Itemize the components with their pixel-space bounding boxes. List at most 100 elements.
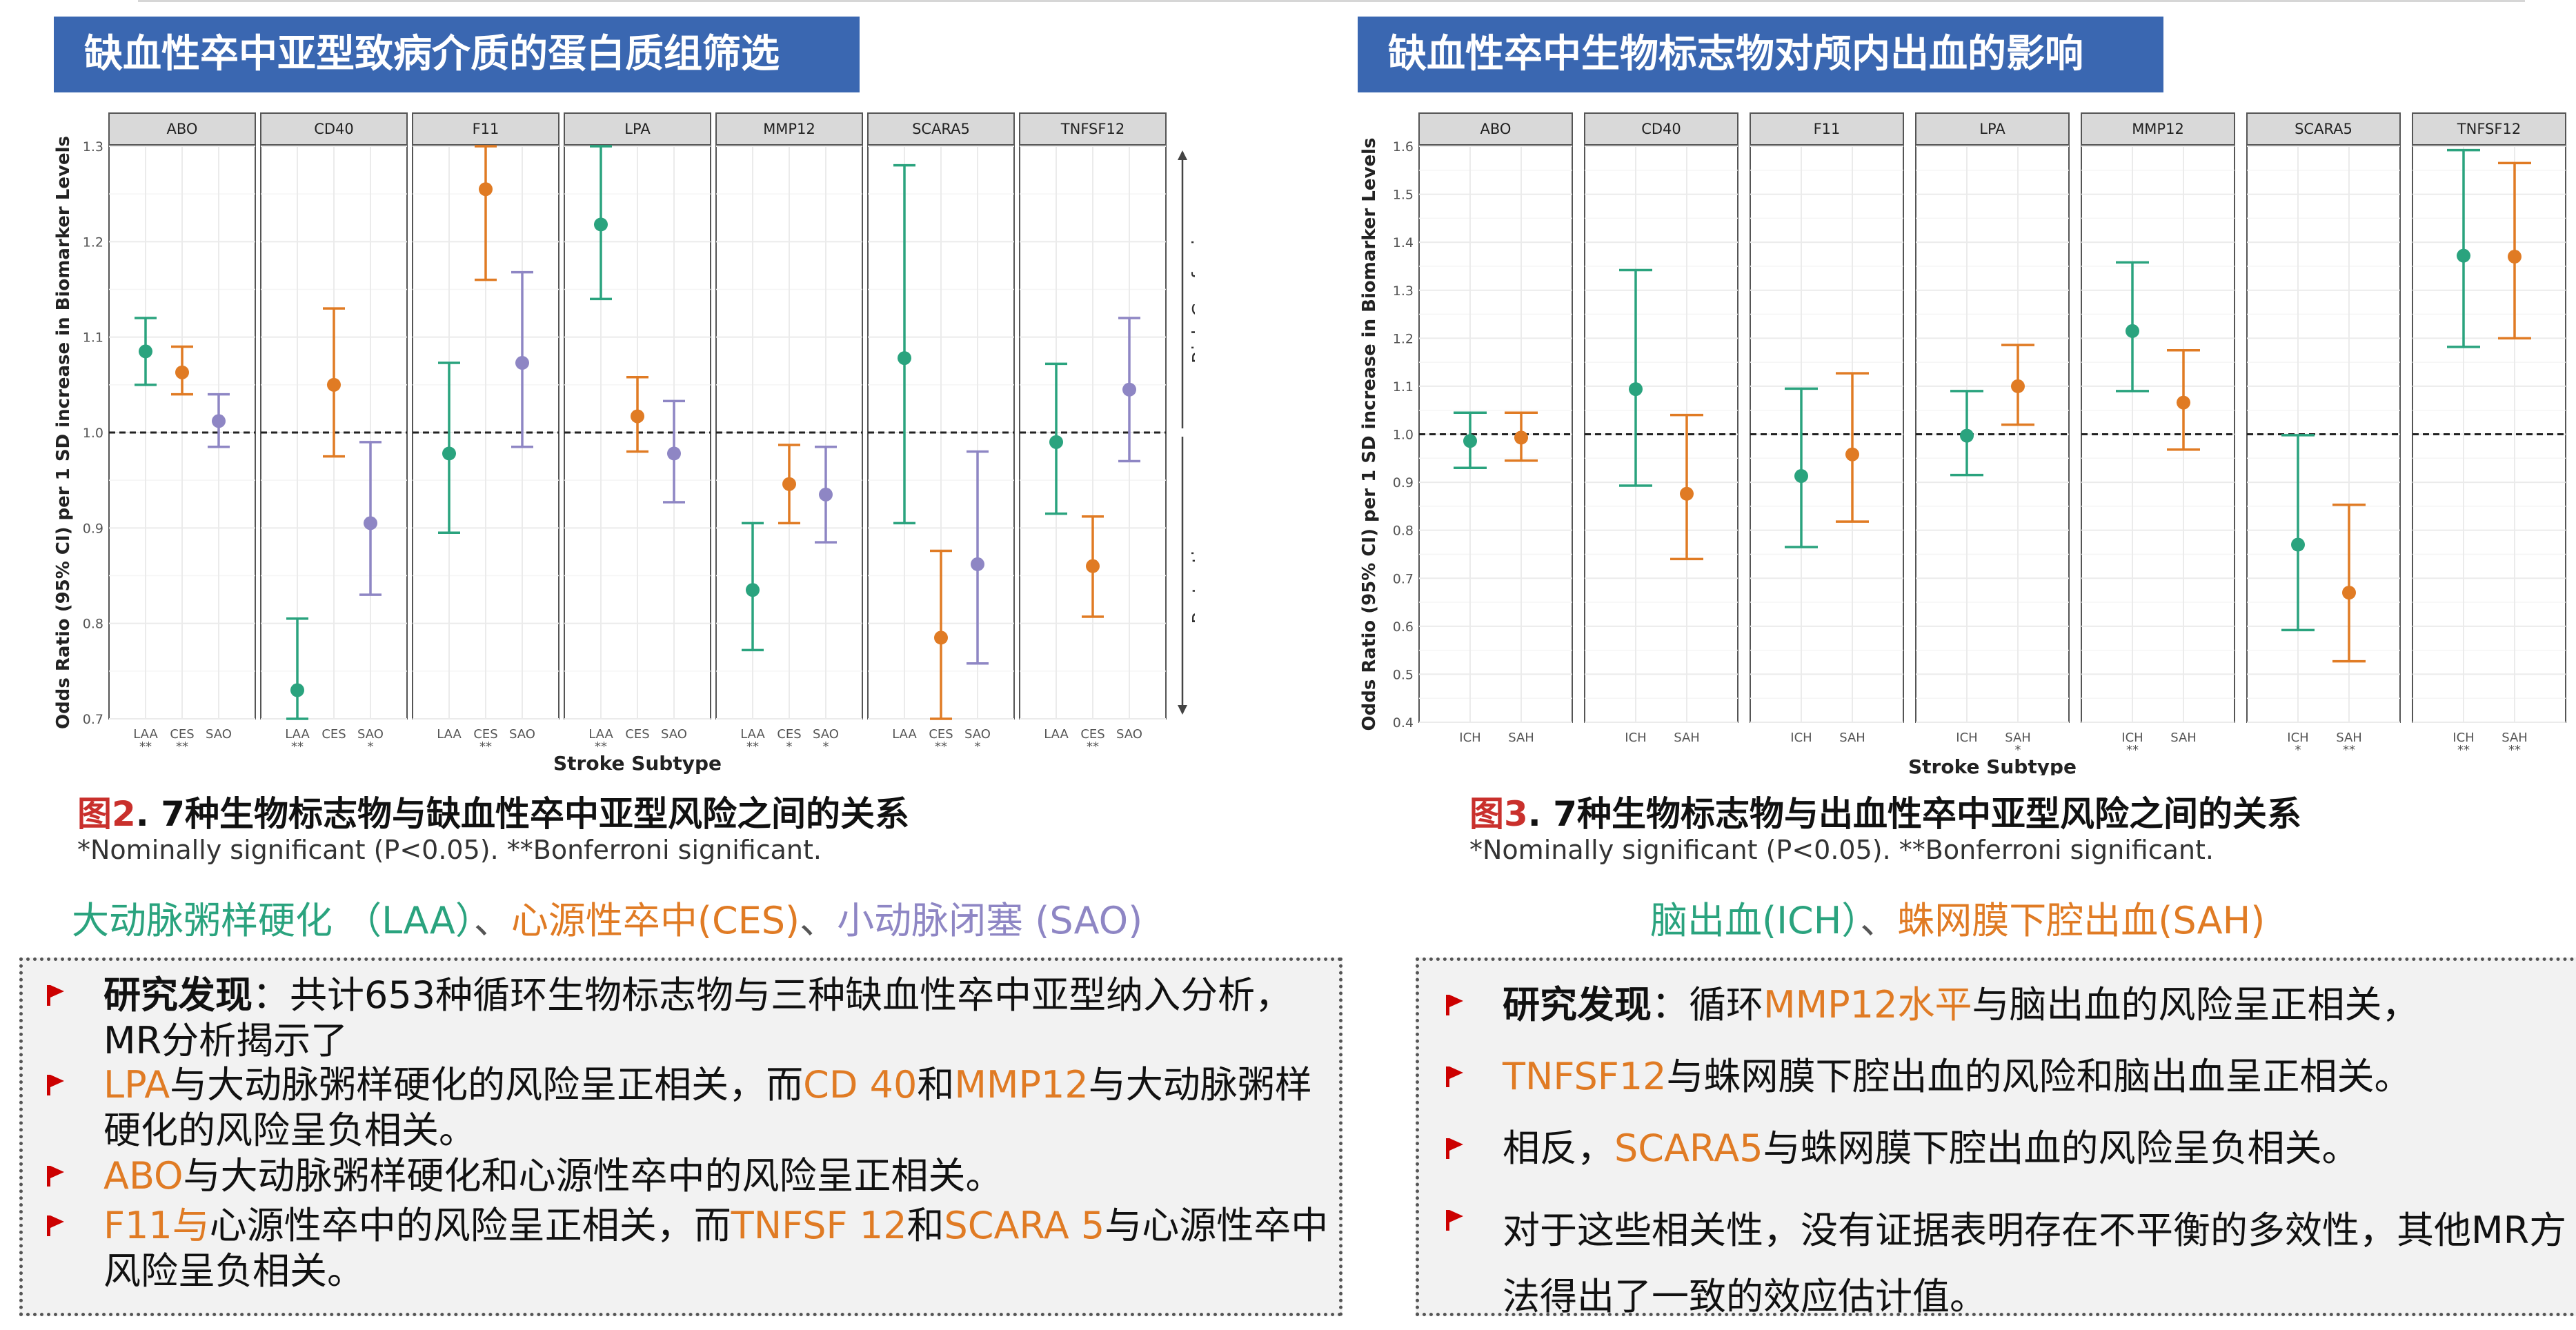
- panel-strip: [1750, 112, 1904, 146]
- x-tick-label: SAO: [813, 727, 839, 742]
- x-tick-label: SAO: [661, 727, 687, 742]
- y-tick-label: 0.6: [1393, 619, 1414, 635]
- panel-title: TNFSF12: [1060, 121, 1124, 137]
- right-finding-3: 相反，SCARA5与蛛网膜下腔出血的风险呈负相关。: [1503, 1126, 2572, 1171]
- point-estimate: [2457, 248, 2470, 263]
- x-tick-label: CES: [777, 727, 801, 742]
- point-estimate: [1629, 382, 1643, 397]
- finding-text: 与大动脉粥样硬化的风险呈负相关。: [103, 1063, 1312, 1152]
- panel-title: LPA: [624, 121, 651, 137]
- finding-text: 与大动脉粥样硬化的风险呈正相关，而: [170, 1063, 804, 1106]
- point-estimate: [2508, 250, 2521, 264]
- point-estimate: [2291, 537, 2305, 552]
- right-findings-box: [1416, 957, 2576, 1316]
- y-tick-label: 1.0: [83, 426, 103, 441]
- x-tick-label: CES: [170, 727, 194, 742]
- right-finding-2: TNFSF12与蛛网膜下腔出血的风险和脑出血呈正相关。: [1503, 1054, 2572, 1100]
- finding-text: 和: [917, 1063, 955, 1106]
- panel-title: F11: [473, 121, 499, 137]
- point-estimate: [934, 631, 948, 645]
- highlight-text: ABO: [103, 1154, 184, 1198]
- highlight-text: CD 40: [803, 1063, 918, 1106]
- y-tick-label: 1.2: [83, 235, 103, 250]
- figure2-subtype-legend: 大动脉粥样硬化 （LAA）、心源性卒中(CES)、小动脉闭塞 (SAO): [72, 890, 1142, 944]
- panel-title: ABO: [1480, 121, 1512, 137]
- finding-text: 相反，: [1503, 1126, 1614, 1170]
- point-estimate: [594, 217, 608, 232]
- point-estimate: [442, 446, 456, 461]
- highlight-text: LPA: [103, 1063, 170, 1106]
- left-finding-4: F11与心源性卒中的风险呈正相关，而TNFSF 12和SCARA 5与心源性卒中…: [103, 1203, 1331, 1294]
- x-tick-label: CES: [473, 727, 497, 742]
- x-tick-label: ICH: [2121, 731, 2143, 745]
- point-estimate: [2177, 395, 2190, 410]
- x-tick-label: SAH: [2501, 731, 2528, 745]
- point-estimate: [631, 409, 644, 424]
- left-finding-1: 研究发现：共计653种循环生物标志物与三种缺血性卒中亚型纳入分析，MR分析揭示了: [103, 973, 1331, 1064]
- x-tick-label: SAH: [1839, 731, 1865, 745]
- point-estimate: [746, 583, 760, 597]
- point-estimate: [1463, 434, 1477, 448]
- panel-title: ABO: [167, 121, 198, 137]
- legend-separator: 、: [473, 899, 511, 942]
- x-tick-label: SAH: [1508, 731, 1534, 745]
- y-tick-label: 0.9: [1393, 475, 1414, 490]
- y-tick-label: 1.5: [1393, 188, 1414, 203]
- finding-text: ：共计653种循环生物标志物与三种缺血性卒中亚型纳入分析，MR分析揭示了: [103, 973, 1293, 1062]
- y-tick-label: 0.4: [1393, 715, 1414, 731]
- finding-text: 与脑出血的风险呈正相关，: [1972, 983, 2419, 1026]
- bullet-flag-icon: [1446, 1066, 1463, 1087]
- x-tick-label: ICH: [1459, 731, 1480, 745]
- legend-separator: 、: [1860, 899, 1898, 942]
- panel-strip: [867, 112, 1015, 146]
- significance-marker: *: [2295, 743, 2301, 757]
- panel-strip: [1418, 112, 1573, 146]
- y-tick-label: 1.3: [1393, 284, 1414, 299]
- x-tick-label: SAO: [964, 727, 991, 742]
- left-section-title: 缺血性卒中亚型致病介质的蛋白质组筛选: [54, 17, 860, 92]
- x-tick-label: ICH: [1625, 731, 1646, 745]
- y-tick-label: 0.8: [1393, 524, 1414, 539]
- significance-marker: *: [2015, 743, 2021, 757]
- x-tick-label: CES: [1080, 727, 1104, 742]
- point-estimate: [2126, 324, 2139, 338]
- panel-title: F11: [1814, 121, 1841, 137]
- finding-text: 与大动脉粥样硬化和心源性卒中的风险呈正相关。: [183, 1154, 1003, 1198]
- point-estimate: [175, 365, 189, 379]
- panel-strip: [1915, 112, 2070, 146]
- significance-marker: *: [823, 740, 829, 754]
- point-estimate: [364, 516, 377, 530]
- x-axis-label: Stroke Subtype: [553, 752, 722, 775]
- figure3-label: 图3: [1469, 794, 1528, 834]
- finding-text: 与蛛网膜下腔出血的风险呈负相关。: [1763, 1126, 2359, 1170]
- x-tick-label: SAH: [1674, 731, 1700, 745]
- bullet-flag-icon: [47, 985, 64, 1006]
- y-tick-label: 0.7: [83, 712, 103, 727]
- x-tick-label: LAA: [1044, 727, 1069, 742]
- finding-text: ：循环: [1652, 983, 1763, 1026]
- finding-text: 对于这些相关性，没有证据表明存在不平衡的多效性，其他MR方法得出了一致的效应估计…: [1503, 1209, 2567, 1318]
- legend-ich: 脑出血(ICH）: [1650, 899, 1861, 942]
- panel-strip: [2246, 112, 2401, 146]
- x-tick-label: SAH: [2336, 731, 2362, 745]
- x-tick-label: LAA: [588, 727, 613, 742]
- highlight-text: TNFSF 12: [731, 1204, 907, 1247]
- point-estimate: [139, 344, 152, 359]
- figure3-subtype-legend: 脑出血(ICH）、蛛网膜下腔出血(SAH): [1650, 890, 2265, 944]
- point-estimate: [1514, 430, 1528, 445]
- panel-title: MMP12: [763, 121, 815, 137]
- right-finding-4: 对于这些相关性，没有证据表明存在不平衡的多效性，其他MR方法得出了一致的效应估计…: [1503, 1198, 2572, 1330]
- finding-text: 和: [906, 1204, 944, 1247]
- figure3-caption: 图3. 7种生物标志物与出血性卒中亚型风险之间的关系: [1469, 786, 2301, 836]
- panel-strip: [412, 112, 559, 146]
- panel-title: MMP12: [2132, 121, 2184, 137]
- right-section-title: 缺血性卒中生物标志物对颅内出血的影响: [1358, 17, 2163, 92]
- point-estimate: [971, 557, 984, 571]
- significance-marker: **: [176, 740, 188, 754]
- x-tick-label: LAA: [892, 727, 917, 742]
- highlight-text: TNFSF12: [1503, 1055, 1667, 1098]
- bullet-flag-icon: [47, 1075, 64, 1095]
- y-tick-label: 1.1: [83, 330, 103, 346]
- point-estimate: [1049, 435, 1063, 449]
- panel-strip: [2081, 112, 2235, 146]
